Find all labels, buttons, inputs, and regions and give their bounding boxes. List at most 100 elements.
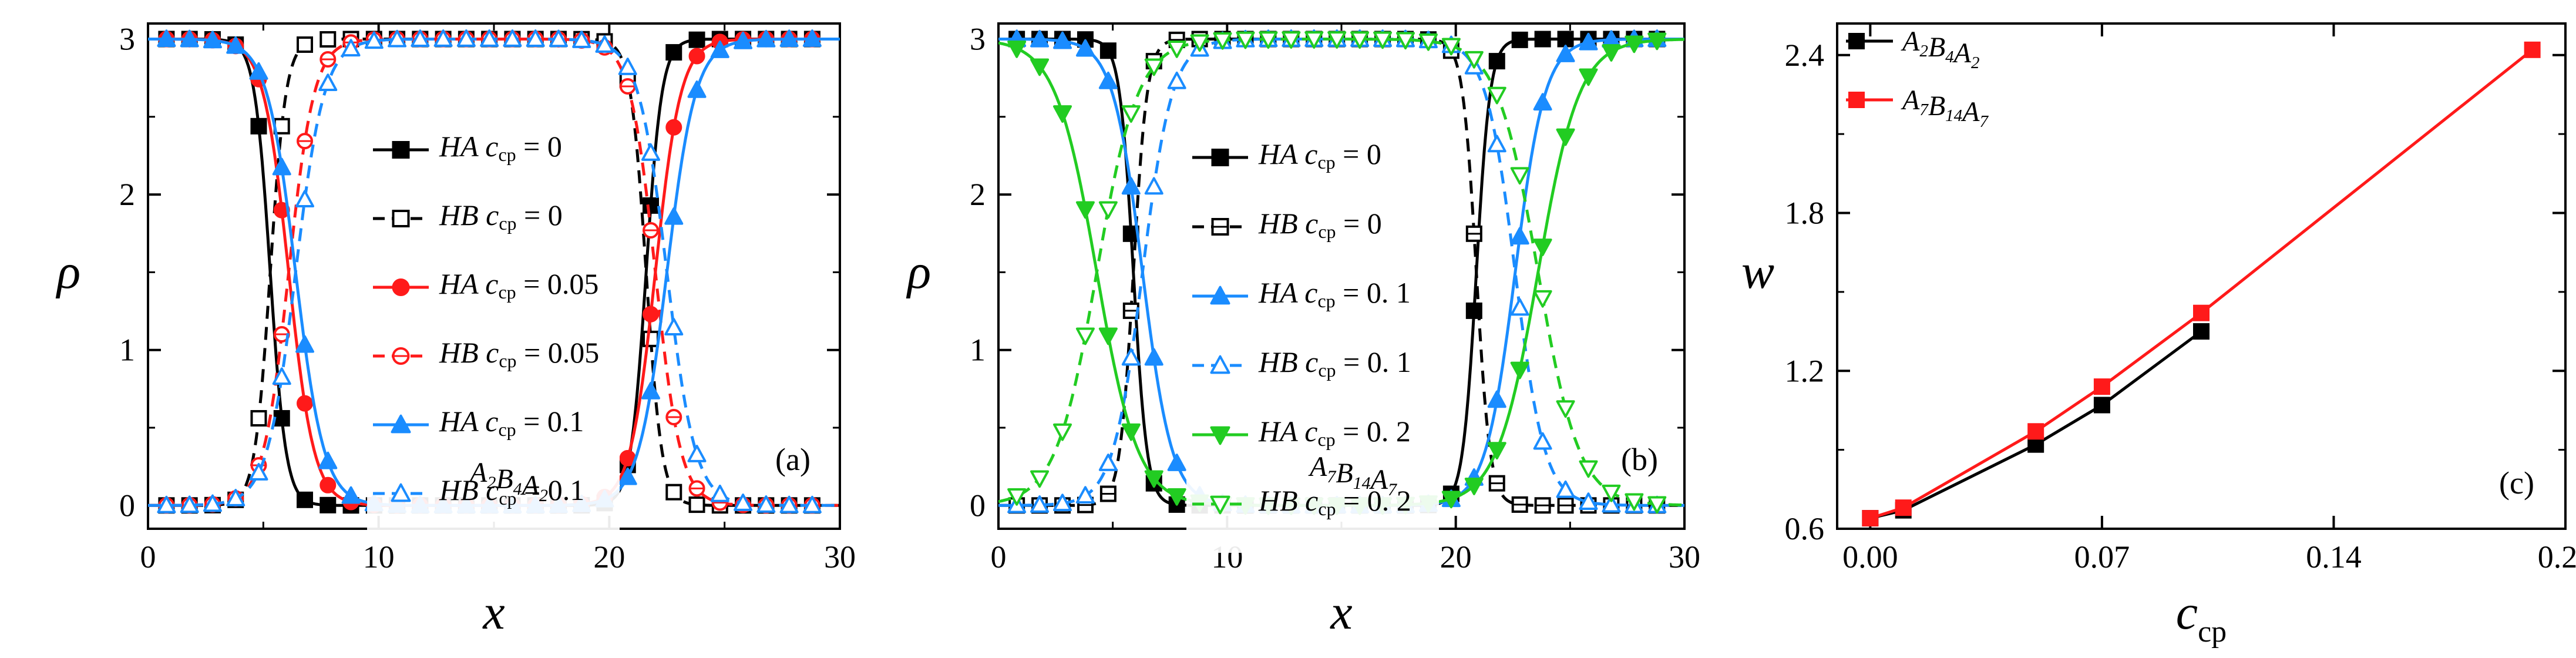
data-point (157, 29, 176, 47)
data-point (1464, 478, 1484, 495)
data-point (618, 467, 637, 485)
y-tick-label: 1.2 (1785, 353, 1825, 388)
data-point (618, 58, 637, 75)
data-point (2524, 41, 2541, 58)
legend: HA ccp = 0 HB ccp = 0 HA ccp = 0. 1 HB ccp … (1186, 125, 1439, 553)
legend-item: HA ccp = 0 (1192, 137, 1381, 173)
data-point (572, 31, 591, 48)
y-tick-label: 0 (119, 488, 135, 523)
data-point (1579, 68, 1598, 86)
legend-marker (1210, 426, 1230, 445)
y-tick-label: 0.6 (1785, 511, 1825, 546)
data-point (273, 118, 290, 135)
legend-label: HA ccp = 0 (439, 130, 562, 165)
data-point (1350, 31, 1370, 49)
data-point (1075, 327, 1095, 345)
data-point (2027, 423, 2044, 440)
data-point (249, 62, 268, 80)
data-point (1510, 361, 1529, 380)
data-point (710, 41, 729, 58)
data-point (1579, 492, 1598, 510)
legend: A2B4A2 A7B14A7 (1846, 26, 1989, 131)
x-tick-label: 20 (593, 539, 625, 575)
data-point (456, 29, 476, 47)
data-point (203, 494, 222, 512)
legend-item: A2B4A2 (1846, 26, 1979, 72)
data-point (1167, 454, 1186, 471)
y-tick-label: 2 (119, 177, 135, 212)
data-point (411, 29, 430, 47)
panel-annotation: A2B4A2 (468, 457, 548, 505)
legend-item: HB ccp = 0. 2 (1192, 484, 1411, 519)
data-point (687, 80, 707, 98)
data-point (688, 31, 705, 48)
data-point (1602, 44, 1621, 62)
data-point (1098, 71, 1118, 89)
legend-item: HB ccp = 0.05 (373, 336, 599, 371)
data-point (388, 29, 407, 48)
data-point (1099, 42, 1117, 59)
data-point (1556, 45, 1575, 62)
data-point (250, 409, 267, 427)
legend-label: HB ccp = 0. 2 (1258, 484, 1411, 519)
data-point (297, 491, 314, 508)
x-tick-label: 0.21 (2538, 539, 2576, 575)
data-point (2193, 323, 2210, 340)
data-point (1647, 32, 1667, 51)
data-point (1487, 390, 1506, 408)
data-point (1121, 348, 1141, 366)
data-point (1602, 495, 1621, 513)
y-tick-label: 3 (119, 21, 135, 56)
data-point (1487, 135, 1506, 153)
y-tick-label: 1 (970, 333, 986, 368)
data-point (1144, 348, 1163, 366)
x-tick-label: 20 (1440, 539, 1472, 575)
data-point (1556, 400, 1575, 418)
y-tick-label: 1 (119, 333, 135, 368)
legend-marker (1848, 92, 1865, 108)
data-point (641, 143, 661, 161)
legend-background (367, 118, 620, 542)
x-axis-label: ccp (2176, 585, 2227, 649)
data-point (318, 73, 338, 92)
data-point (1030, 29, 1050, 48)
data-point (687, 445, 707, 462)
data-point (1533, 93, 1552, 111)
data-point (250, 118, 267, 135)
data-point (1373, 31, 1393, 49)
y-axis-label: ρ (906, 244, 931, 299)
data-point (295, 335, 315, 353)
legend-marker (1210, 355, 1230, 374)
data-point (1510, 167, 1529, 185)
panel-tag: (c) (2499, 465, 2534, 501)
legend-label: HB ccp = 0. 1 (1258, 345, 1411, 381)
data-point (1053, 31, 1072, 49)
data-point (341, 39, 361, 57)
y-axis-label: ρ (55, 244, 80, 299)
data-point (1510, 298, 1529, 316)
legend-label: HB ccp = 0.05 (439, 336, 599, 371)
data-point (549, 29, 568, 48)
y-tick-label: 3 (970, 21, 986, 56)
data-point (341, 486, 361, 504)
data-point (297, 36, 314, 53)
data-point (1190, 34, 1209, 52)
legend-marker (1848, 33, 1865, 49)
data-point (779, 29, 799, 48)
x-tick-label: 0 (140, 539, 156, 575)
data-point (1098, 454, 1118, 471)
legend-label: HB ccp = 0 (439, 199, 563, 234)
data-point (1282, 31, 1301, 49)
data-point (1625, 35, 1644, 53)
data-point (1488, 53, 1505, 70)
legend-label: A7B14A7 (1901, 85, 1989, 131)
data-point (1441, 38, 1461, 56)
data-point (1441, 491, 1461, 509)
series-markers-5 (1007, 31, 1667, 514)
data-point (1053, 494, 1072, 512)
plot-area (998, 29, 1684, 515)
data-point (272, 157, 291, 176)
data-point (2093, 378, 2110, 395)
legend: HA ccp = 0 HB ccp = 0 HA ccp = 0.05 HB ccp … (367, 118, 620, 542)
